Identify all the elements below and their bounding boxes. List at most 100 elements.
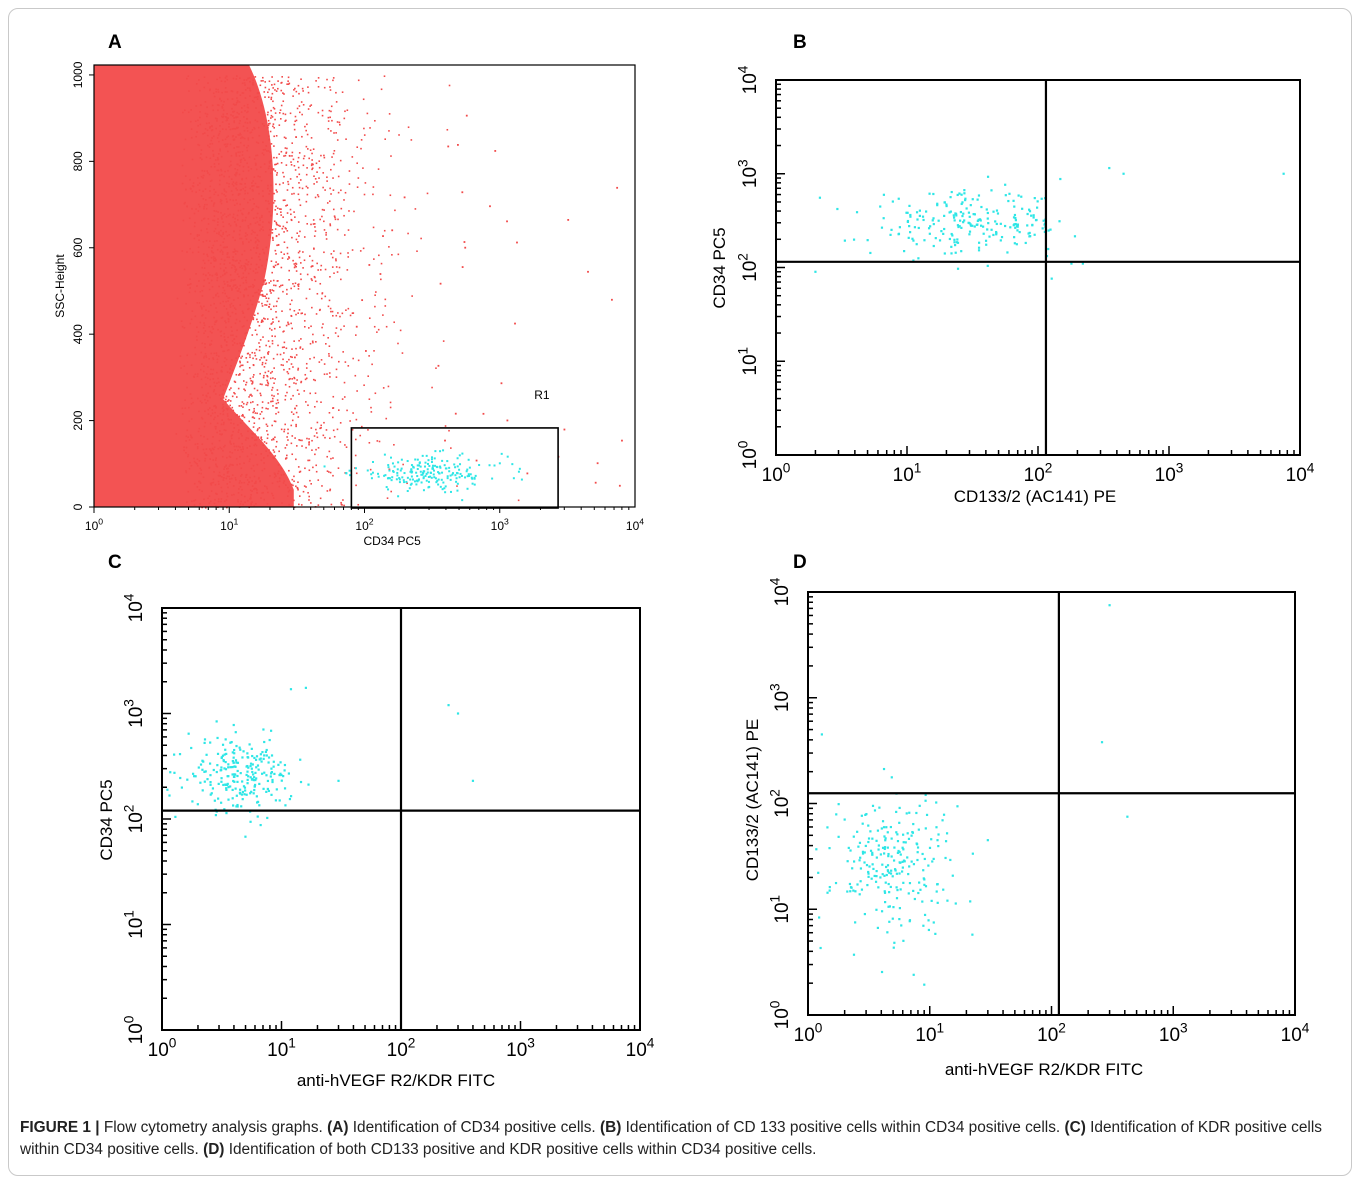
bulk-event: [304, 313, 306, 316]
bulk-event: [241, 82, 244, 85]
bulk-event: [220, 330, 223, 333]
bulk-event: [243, 416, 246, 419]
bulk-event: [297, 367, 300, 370]
bulk-event: [310, 137, 313, 139]
bulk-event: [221, 419, 223, 421]
bulk-event: [237, 492, 240, 494]
bulk-event: [239, 365, 241, 368]
bulk-event: [243, 250, 246, 252]
bulk-event: [334, 332, 337, 334]
bulk-event: [205, 383, 207, 386]
bulk-event: [222, 449, 224, 452]
bulk-event: [301, 135, 303, 138]
bulk-event: [221, 433, 223, 435]
bulk-event: [235, 224, 238, 227]
gated-event: [239, 788, 242, 791]
gated-event: [265, 748, 268, 752]
bulk-event: [235, 268, 238, 271]
bulk-event: [314, 226, 316, 228]
bulk-event: [233, 127, 235, 130]
bulk-event: [309, 392, 312, 395]
bulk-event: [299, 439, 302, 442]
bulk-event: [284, 147, 287, 149]
gated-event: [936, 204, 939, 207]
gated-event: [478, 464, 481, 467]
gated-event: [424, 474, 427, 477]
gated-event: [265, 754, 268, 757]
bulk-event: [264, 268, 267, 270]
bulk-event: [329, 376, 331, 378]
bulk-event: [242, 402, 245, 405]
bulk-event: [241, 434, 243, 437]
gated-event: [235, 761, 238, 764]
bulk-event: [254, 237, 257, 239]
bulk-event: [267, 167, 270, 170]
bulk-event: [238, 355, 241, 358]
bulk-event: [374, 119, 376, 122]
gated-event: [264, 750, 268, 753]
gated-event: [908, 919, 912, 922]
gated-event: [466, 487, 469, 490]
bulk-event: [317, 111, 320, 114]
bulk-event: [209, 180, 212, 182]
bulk-event: [284, 227, 287, 229]
bulk-event: [197, 246, 200, 249]
bulk-event: [280, 150, 283, 153]
bulk-event: [181, 164, 184, 167]
gated-event: [1033, 196, 1036, 200]
bulk-event: [256, 234, 259, 237]
gated-event: [892, 906, 895, 909]
bulk-event: [258, 192, 260, 195]
bulk-event: [240, 183, 243, 185]
gated-event: [223, 753, 226, 756]
gated-event: [849, 886, 853, 889]
bulk-event: [357, 79, 360, 82]
bulk-event: [301, 348, 304, 350]
bulk-event: [278, 183, 281, 186]
bulk-event: [287, 439, 289, 441]
bulk-event: [225, 407, 228, 410]
bulk-event: [236, 91, 239, 93]
gated-event: [377, 472, 380, 475]
bulk-event: [287, 486, 289, 489]
bulk-event: [335, 132, 337, 134]
gated-event: [913, 897, 916, 901]
gated-event: [962, 221, 965, 224]
bulk-event: [216, 493, 218, 495]
bulk-event: [298, 105, 301, 107]
bulk-event: [213, 389, 216, 391]
bulk-event: [230, 279, 233, 281]
bulk-event: [227, 486, 229, 489]
bulk-event: [209, 407, 211, 409]
bulk-event: [331, 156, 333, 158]
outlier-event: [1100, 741, 1104, 744]
gated-event: [890, 776, 893, 779]
outlier-event: [814, 270, 817, 273]
bulk-event: [250, 239, 252, 242]
bulk-event: [335, 266, 338, 268]
bulk-event: [214, 505, 217, 507]
bulk-event: [244, 389, 246, 392]
bulk-event: [289, 308, 291, 311]
gated-event: [895, 886, 898, 889]
bulk-event: [242, 243, 244, 245]
bulk-event: [266, 293, 268, 296]
bulk-event: [227, 117, 229, 119]
bulk-event: [352, 412, 354, 414]
bulk-event: [245, 383, 247, 386]
bulk-event: [270, 96, 273, 99]
bulk-event: [197, 177, 199, 179]
caption-a: (A): [327, 1119, 349, 1136]
x-tick-label-a-2: 102: [355, 517, 373, 533]
bulk-event: [189, 233, 192, 235]
bulk-event: [420, 237, 422, 240]
bulk-event: [397, 342, 399, 345]
bulk-event: [237, 297, 239, 299]
bulk-event: [251, 182, 253, 184]
gated-event: [213, 799, 216, 802]
bulk-event: [254, 279, 256, 281]
bulk-event: [236, 250, 239, 253]
gated-event: [977, 194, 981, 197]
bulk-event: [222, 413, 225, 416]
bulk-event: [270, 323, 273, 325]
